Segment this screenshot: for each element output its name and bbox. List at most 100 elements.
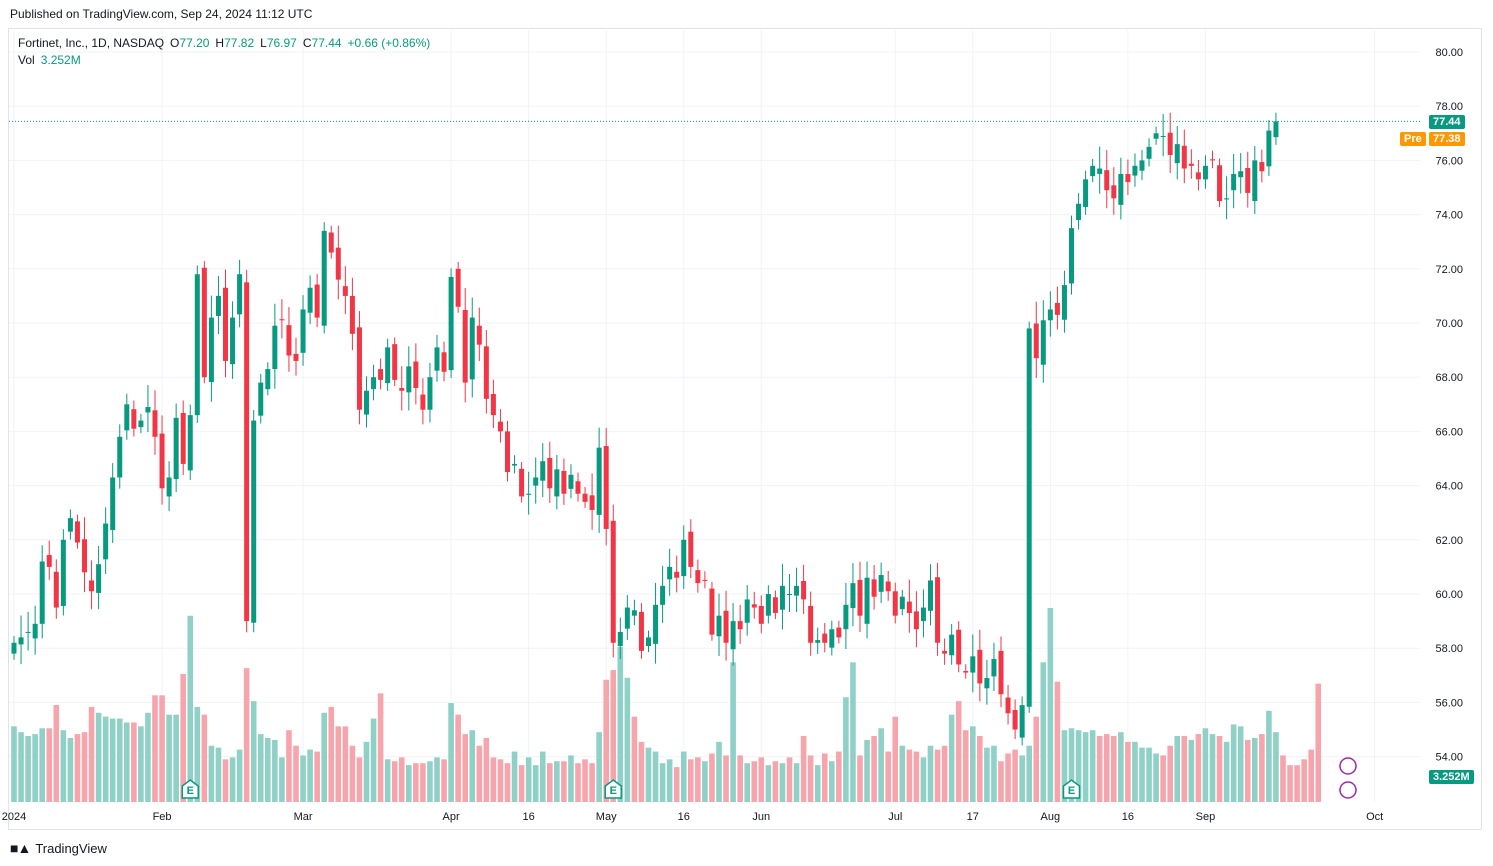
volume-bar xyxy=(1075,730,1082,802)
y-tick-label: 68.00 xyxy=(1435,372,1463,384)
candle-body xyxy=(230,317,236,365)
volume-bar xyxy=(370,718,377,802)
legend-change: +0.66 (+0.86%) xyxy=(347,36,431,50)
candle-body xyxy=(702,579,708,581)
candle-body xyxy=(533,477,539,486)
candle-body xyxy=(512,463,518,466)
candle-body xyxy=(1252,160,1258,202)
pre-label-badge: Pre xyxy=(1400,132,1426,146)
candle-body xyxy=(836,627,842,638)
volume-bar xyxy=(67,737,74,802)
candle-body xyxy=(631,610,637,616)
volume-bar xyxy=(236,749,243,802)
volume-bar xyxy=(941,745,948,802)
candle-body xyxy=(942,650,948,654)
candle-body xyxy=(935,577,941,643)
candle-body xyxy=(223,287,228,361)
volume-bar xyxy=(1111,736,1117,802)
volume-bar xyxy=(652,751,659,802)
x-tick-label: Jun xyxy=(752,811,770,823)
candle-body xyxy=(441,352,447,372)
candle-body xyxy=(215,295,221,316)
candle-body xyxy=(610,520,616,643)
volume-bar xyxy=(814,765,821,802)
volume-bar xyxy=(109,718,116,802)
volume-bar xyxy=(751,761,758,802)
volume-bar xyxy=(377,693,384,802)
candle-body xyxy=(117,436,123,478)
candle-body xyxy=(145,407,151,413)
spark-icon xyxy=(1339,757,1357,775)
legend-low: 76.97 xyxy=(266,36,297,50)
candle-body xyxy=(60,539,66,606)
candle-body xyxy=(399,388,405,391)
volume-bar xyxy=(88,706,95,802)
volume-bar xyxy=(709,753,715,802)
candle-body xyxy=(977,649,983,684)
volume-bar xyxy=(384,759,391,802)
volume-bar xyxy=(159,695,165,802)
candle-body xyxy=(208,317,214,383)
legend-volume-row: Vol 3.252M xyxy=(18,52,430,69)
candle-body xyxy=(1217,165,1223,202)
volume-bar xyxy=(723,755,729,802)
legend-close: 77.44 xyxy=(311,36,342,50)
volume-bar xyxy=(434,757,440,802)
volume-bar xyxy=(1153,753,1159,802)
candle-body xyxy=(653,604,659,644)
candle-body xyxy=(25,631,31,633)
volume-badge: 3.252M xyxy=(1429,770,1474,784)
volume-bar xyxy=(1188,739,1195,802)
candle-body xyxy=(815,640,821,643)
volume-bar xyxy=(878,728,884,802)
tradingview-brand[interactable]: ■▲ TradingView xyxy=(10,840,107,856)
volume-bar xyxy=(596,732,602,802)
candle-body xyxy=(991,659,997,677)
volume-bar xyxy=(265,737,271,802)
lightning-icon xyxy=(1339,781,1357,799)
y-tick-label: 72.00 xyxy=(1435,264,1463,276)
volume-bar xyxy=(610,670,617,802)
volume-bar xyxy=(18,732,24,802)
legend-vol-label[interactable]: Vol xyxy=(18,53,35,67)
volume-bar xyxy=(476,745,483,802)
candle-body xyxy=(1174,144,1180,164)
candle-body xyxy=(547,457,553,489)
candle-body xyxy=(293,353,299,361)
candle-body xyxy=(681,539,687,577)
volume-bar xyxy=(1068,728,1075,802)
volume-bar xyxy=(420,763,426,802)
volume-bar xyxy=(95,712,102,802)
volume-bar xyxy=(314,751,320,802)
volume-bar xyxy=(532,765,539,802)
candle-body xyxy=(244,282,250,622)
volume-bar xyxy=(1132,741,1138,802)
volume-bar xyxy=(836,751,842,802)
legend-high-label: H xyxy=(215,36,225,50)
volume-bar xyxy=(1125,741,1131,802)
candle-body xyxy=(1259,162,1265,172)
legend-vol: 3.252M xyxy=(40,53,81,67)
volume-bar xyxy=(680,751,687,802)
candle-body xyxy=(554,469,560,497)
legend-symbol[interactable]: Fortinet, Inc., 1D, NASDAQ xyxy=(18,36,165,50)
volume-bar xyxy=(624,677,631,802)
volume-bar xyxy=(307,749,313,802)
volume-bar xyxy=(899,745,906,802)
candle-body xyxy=(490,394,496,416)
candle-body xyxy=(110,477,116,531)
volume-bar xyxy=(1103,734,1110,802)
volume-bar xyxy=(243,668,250,802)
candle-body xyxy=(787,594,792,595)
volume-bar xyxy=(561,761,567,802)
candle-body xyxy=(1061,285,1067,320)
candle-body xyxy=(455,268,461,307)
volume-bar xyxy=(180,673,186,802)
volume-bar xyxy=(1294,765,1300,802)
candle-body xyxy=(723,610,729,643)
candle-body xyxy=(406,366,412,393)
candle-body xyxy=(1026,328,1032,707)
volume-bar xyxy=(984,747,990,802)
